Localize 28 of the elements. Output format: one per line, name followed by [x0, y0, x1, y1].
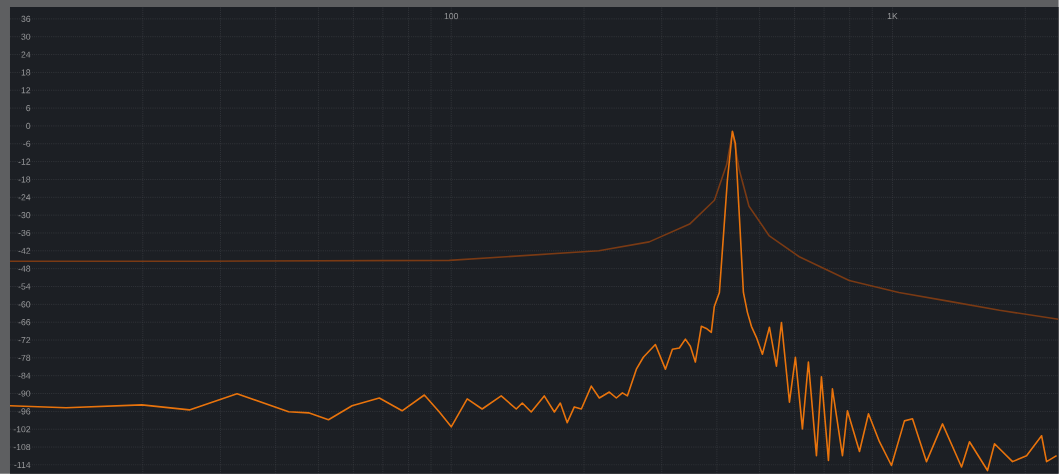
y-tick-label: 24 [21, 51, 31, 58]
y-tick-label: -18 [18, 176, 31, 183]
y-tick-label: -108 [13, 443, 31, 451]
y-tick-label: -72 [18, 336, 31, 343]
y-tick-label: -84 [18, 372, 31, 379]
y-tick-label: -90 [18, 390, 31, 397]
y-tick-label: -96 [18, 408, 31, 415]
y-tick-label: 30 [21, 33, 31, 40]
x-tick-label: 100 [444, 12, 459, 20]
y-tick-label: 12 [21, 87, 31, 94]
y-tick-label: -30 [18, 211, 31, 219]
y-tick-label: 0 [26, 122, 31, 129]
y-tick-label: 18 [21, 69, 31, 76]
y-tick-label: -42 [18, 247, 31, 254]
y-tick-label: 36 [21, 15, 31, 22]
y-tick-label: -24 [18, 194, 31, 201]
x-tick-label: 1K [887, 12, 898, 19]
y-tick-label: -36 [18, 229, 31, 236]
y-tick-label: -12 [18, 158, 31, 165]
y-tick-label: -114 [14, 461, 31, 468]
y-tick-label: -48 [18, 265, 31, 272]
y-tick-label: -102 [13, 426, 31, 433]
y-tick-label: -66 [18, 319, 31, 326]
y-tick-label: -54 [18, 283, 31, 290]
y-tick-label: -60 [18, 301, 31, 308]
y-tick-label: -78 [18, 354, 31, 361]
y-tick-label: 6 [26, 104, 31, 112]
y-tick-label: -6 [23, 140, 31, 147]
